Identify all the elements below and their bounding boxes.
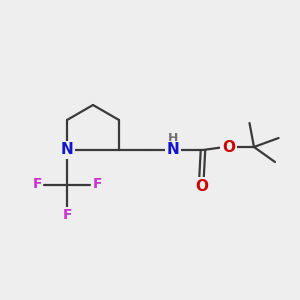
- Text: F: F: [62, 208, 72, 222]
- Text: F: F: [92, 178, 102, 191]
- Text: O: O: [222, 140, 235, 154]
- Text: N: N: [61, 142, 74, 158]
- Text: H: H: [168, 132, 178, 145]
- Text: F: F: [32, 178, 42, 191]
- Text: N: N: [167, 142, 179, 158]
- Text: O: O: [195, 179, 208, 194]
